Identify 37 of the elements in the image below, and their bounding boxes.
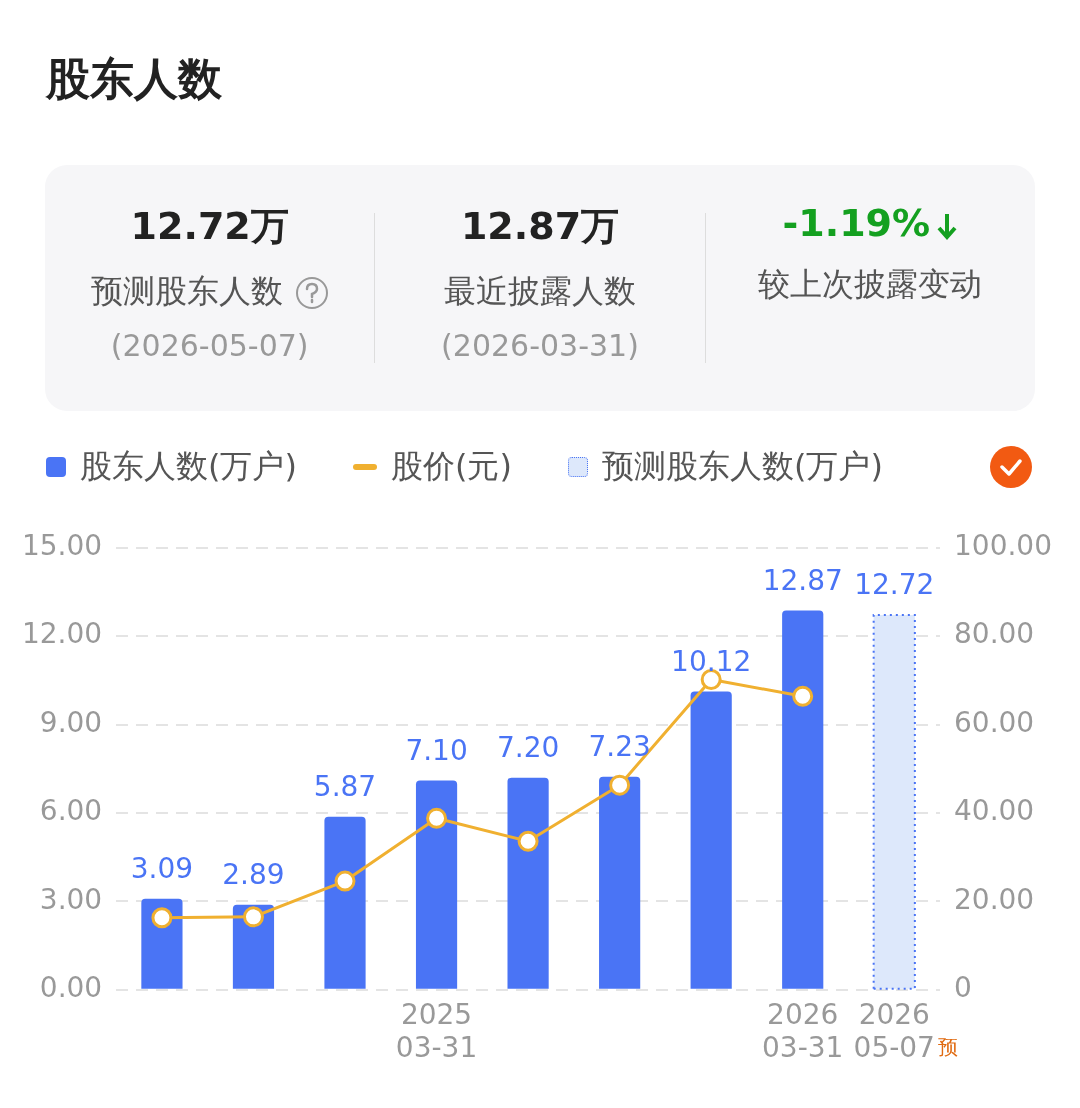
legend-label: 股价(元) — [389, 446, 512, 487]
y2-tick-label: 20.00 — [954, 882, 1035, 916]
data-label: 7.20 — [496, 730, 560, 764]
y-tick-label: 0.00 — [39, 971, 103, 1005]
data-label: 10.12 — [671, 644, 752, 678]
x-tick-label: 2026 05-07 — [853, 997, 935, 1065]
text: (2026-03-31) — [440, 328, 640, 363]
data-label: 12.87 — [762, 563, 843, 597]
y-tick-label: 6.00 — [39, 794, 103, 828]
text: 预测股东人数 — [89, 271, 284, 312]
text: (2026-05-07) — [109, 328, 310, 363]
text: -1.19% — [781, 201, 932, 245]
y2-tick-label: 0 — [954, 971, 972, 1005]
y2-tick-label: 100.00 — [954, 529, 1053, 563]
y2-tick-label: 80.00 — [954, 617, 1035, 651]
text: 股东人数 — [46, 52, 223, 106]
y2-tick-label: 40.00 — [954, 794, 1035, 828]
data-label: 12.72 — [854, 568, 935, 602]
text: 12.72万 — [129, 203, 290, 250]
data-label: 7.23 — [588, 730, 651, 764]
text: 最近披露人数 — [443, 271, 637, 312]
data-label: 5.87 — [313, 770, 377, 804]
data-label: 3.09 — [130, 852, 194, 886]
text: 12.87万 — [459, 203, 621, 250]
x-tick-label: 2025 03-31 — [395, 997, 478, 1065]
legend-label: 股东人数(万户) — [79, 446, 297, 487]
data-label: 7.10 — [405, 733, 468, 767]
x-tick-label: 2026 03-31 — [762, 997, 844, 1065]
y2-tick-label: 60.00 — [954, 705, 1035, 739]
y-tick-label: 3.00 — [39, 882, 103, 916]
y-tick-label: 9.00 — [39, 705, 103, 739]
data-label: 2.89 — [222, 857, 285, 891]
legend-label: 预测股东人数(万户) — [600, 446, 883, 487]
text: 较上次披露变动 — [757, 264, 984, 305]
y-tick-label: 15.00 — [21, 529, 103, 563]
y-tick-label: 12.00 — [21, 617, 103, 651]
text: 预 — [938, 1035, 959, 1060]
